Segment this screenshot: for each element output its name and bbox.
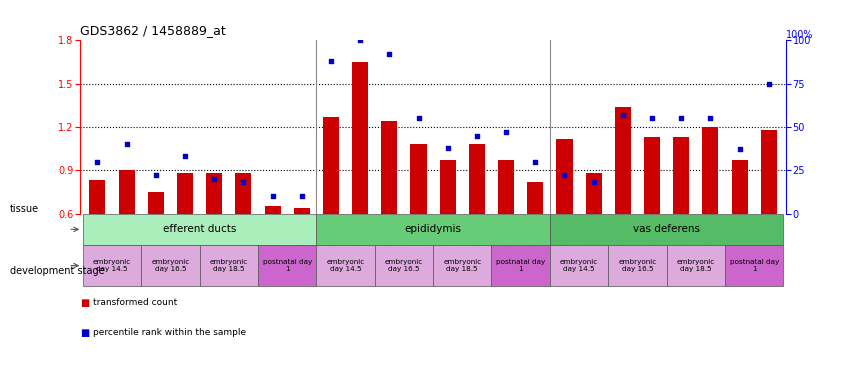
- Text: embryonic
day 18.5: embryonic day 18.5: [677, 259, 715, 272]
- Bar: [761, 130, 777, 214]
- Bar: [550, 214, 784, 245]
- Bar: [608, 245, 667, 286]
- Bar: [265, 206, 281, 214]
- Bar: [550, 245, 608, 286]
- Text: postnatal day
1: postnatal day 1: [262, 259, 312, 272]
- Text: embryonic
day 14.5: embryonic day 14.5: [560, 259, 598, 272]
- Text: vas deferens: vas deferens: [633, 224, 701, 234]
- Point: [587, 179, 600, 185]
- Point: [762, 81, 775, 87]
- Text: development stage: development stage: [10, 266, 105, 276]
- Text: GDS3862 / 1458889_at: GDS3862 / 1458889_at: [80, 25, 225, 37]
- Bar: [585, 173, 601, 214]
- Bar: [148, 192, 164, 214]
- Bar: [433, 245, 491, 286]
- Point: [266, 193, 279, 199]
- Bar: [615, 107, 631, 214]
- Bar: [375, 245, 433, 286]
- Bar: [82, 245, 141, 286]
- Bar: [294, 208, 309, 214]
- Text: tissue: tissue: [10, 204, 40, 214]
- Text: percentile rank within the sample: percentile rank within the sample: [93, 328, 246, 337]
- Text: epididymis: epididymis: [405, 224, 462, 234]
- Bar: [119, 170, 135, 214]
- Point: [353, 37, 367, 43]
- Point: [295, 193, 309, 199]
- Point: [674, 115, 688, 121]
- Bar: [316, 245, 375, 286]
- Bar: [725, 245, 784, 286]
- Point: [383, 51, 396, 57]
- Point: [441, 145, 454, 151]
- Point: [704, 115, 717, 121]
- Bar: [469, 144, 485, 214]
- Text: embryonic
day 16.5: embryonic day 16.5: [151, 259, 189, 272]
- Point: [500, 129, 513, 135]
- Bar: [82, 214, 316, 245]
- Point: [558, 172, 571, 179]
- Text: 100%: 100%: [786, 30, 814, 40]
- Bar: [732, 160, 748, 214]
- Text: embryonic
day 18.5: embryonic day 18.5: [209, 259, 248, 272]
- Point: [120, 141, 134, 147]
- Bar: [323, 117, 339, 214]
- Bar: [89, 180, 105, 214]
- Bar: [527, 182, 543, 214]
- Point: [616, 112, 630, 118]
- Bar: [258, 245, 316, 286]
- Bar: [498, 160, 514, 214]
- Bar: [177, 173, 193, 214]
- Bar: [644, 137, 660, 214]
- Bar: [141, 245, 199, 286]
- Text: embryonic
day 14.5: embryonic day 14.5: [326, 259, 365, 272]
- Text: embryonic
day 14.5: embryonic day 14.5: [93, 259, 131, 272]
- Text: embryonic
day 16.5: embryonic day 16.5: [618, 259, 657, 272]
- Bar: [557, 139, 573, 214]
- Text: efferent ducts: efferent ducts: [163, 224, 236, 234]
- Point: [528, 159, 542, 165]
- Point: [645, 115, 659, 121]
- Point: [325, 58, 338, 64]
- Bar: [673, 137, 690, 214]
- Bar: [440, 160, 456, 214]
- Bar: [702, 127, 718, 214]
- Bar: [491, 245, 550, 286]
- Point: [208, 176, 221, 182]
- Point: [178, 153, 192, 159]
- Bar: [235, 173, 251, 214]
- Bar: [206, 173, 222, 214]
- Point: [236, 179, 250, 185]
- Bar: [381, 121, 397, 214]
- Point: [412, 115, 426, 121]
- Text: ■: ■: [80, 298, 89, 308]
- Bar: [667, 245, 725, 286]
- Text: embryonic
day 18.5: embryonic day 18.5: [443, 259, 481, 272]
- Point: [470, 132, 484, 139]
- Text: transformed count: transformed count: [93, 298, 177, 306]
- Text: embryonic
day 16.5: embryonic day 16.5: [385, 259, 423, 272]
- Bar: [410, 144, 426, 214]
- Text: ■: ■: [80, 328, 89, 338]
- Bar: [352, 62, 368, 214]
- Text: postnatal day
1: postnatal day 1: [730, 259, 779, 272]
- Bar: [316, 214, 550, 245]
- Point: [733, 146, 746, 152]
- Text: postnatal day
1: postnatal day 1: [496, 259, 545, 272]
- Point: [149, 172, 162, 179]
- Point: [91, 159, 104, 165]
- Bar: [199, 245, 258, 286]
